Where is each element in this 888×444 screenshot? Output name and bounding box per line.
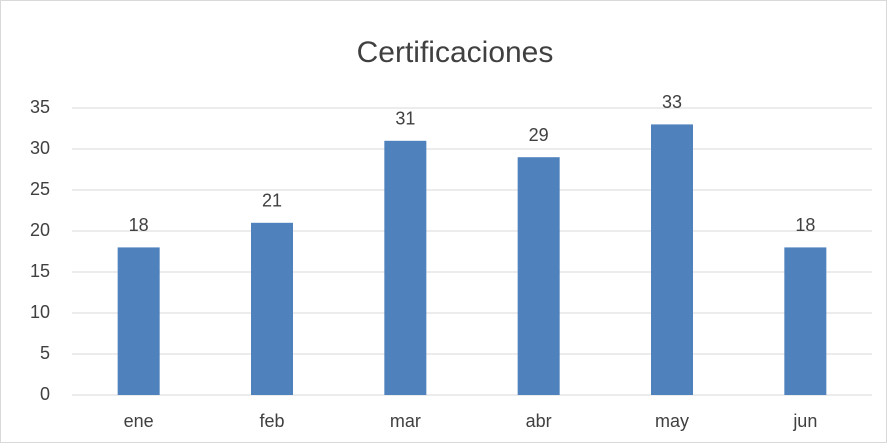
y-tick-label: 20 bbox=[30, 220, 50, 240]
bar bbox=[784, 247, 827, 395]
bar bbox=[384, 140, 427, 395]
y-tick-label: 0 bbox=[40, 384, 50, 404]
chart-title: Certificaciones bbox=[357, 36, 554, 69]
y-tick-label: 10 bbox=[30, 302, 50, 322]
data-label: 29 bbox=[529, 125, 549, 145]
bar bbox=[117, 247, 160, 395]
y-tick-label: 25 bbox=[30, 179, 50, 199]
x-tick-label: jun bbox=[792, 411, 817, 431]
data-label: 21 bbox=[262, 191, 282, 211]
x-tick-label: feb bbox=[259, 411, 284, 431]
y-tick-label: 35 bbox=[30, 97, 50, 117]
data-label: 18 bbox=[129, 215, 149, 235]
x-tick-label: ene bbox=[124, 411, 154, 431]
data-label: 33 bbox=[662, 92, 682, 112]
x-tick-label: mar bbox=[390, 411, 421, 431]
bar bbox=[517, 157, 560, 395]
y-tick-label: 30 bbox=[30, 138, 50, 158]
data-label: 18 bbox=[795, 215, 815, 235]
x-tick-label: may bbox=[655, 411, 689, 431]
data-label: 31 bbox=[395, 109, 415, 129]
y-tick-label: 5 bbox=[40, 343, 50, 363]
x-tick-label: abr bbox=[526, 411, 552, 431]
bar bbox=[251, 222, 293, 395]
bar bbox=[651, 124, 693, 396]
y-tick-label: 15 bbox=[30, 261, 50, 281]
